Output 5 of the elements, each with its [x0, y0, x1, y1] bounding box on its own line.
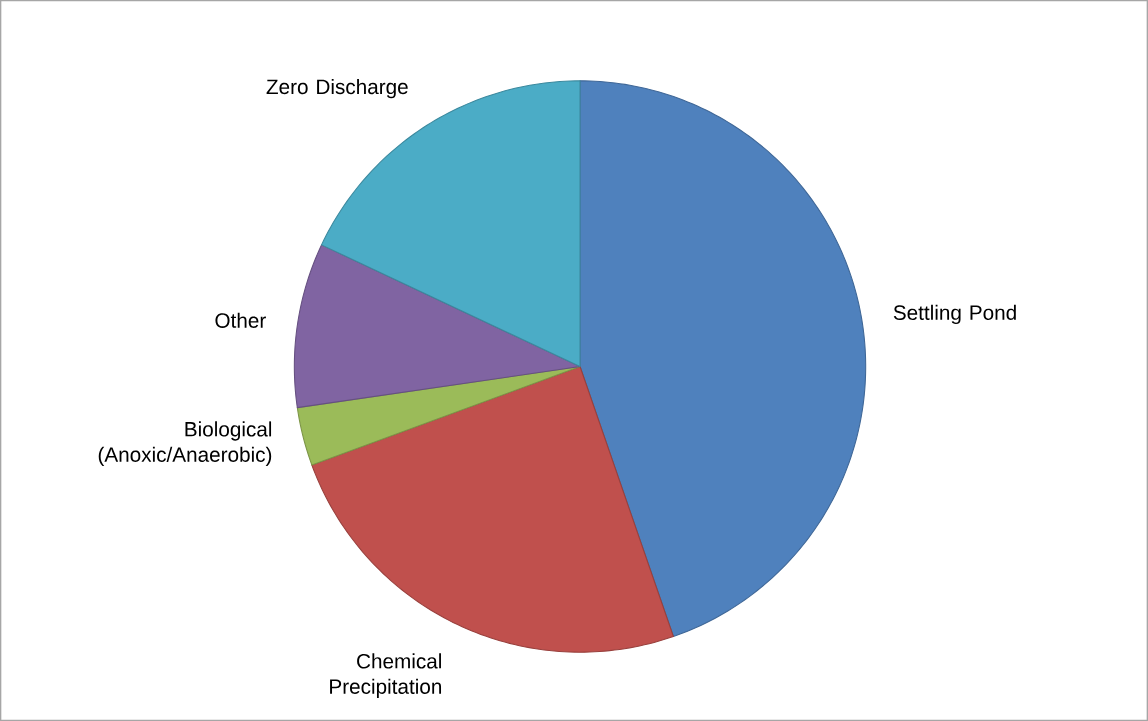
slice-label: Settling Pond	[893, 304, 1016, 325]
slice-label: Biological (Anoxic/Anaerobic)	[98, 421, 272, 467]
slice-label: Chemical Precipitation	[330, 653, 442, 699]
slice-label: Zero Discharge	[266, 78, 408, 99]
slice-label: Other	[215, 312, 266, 328]
